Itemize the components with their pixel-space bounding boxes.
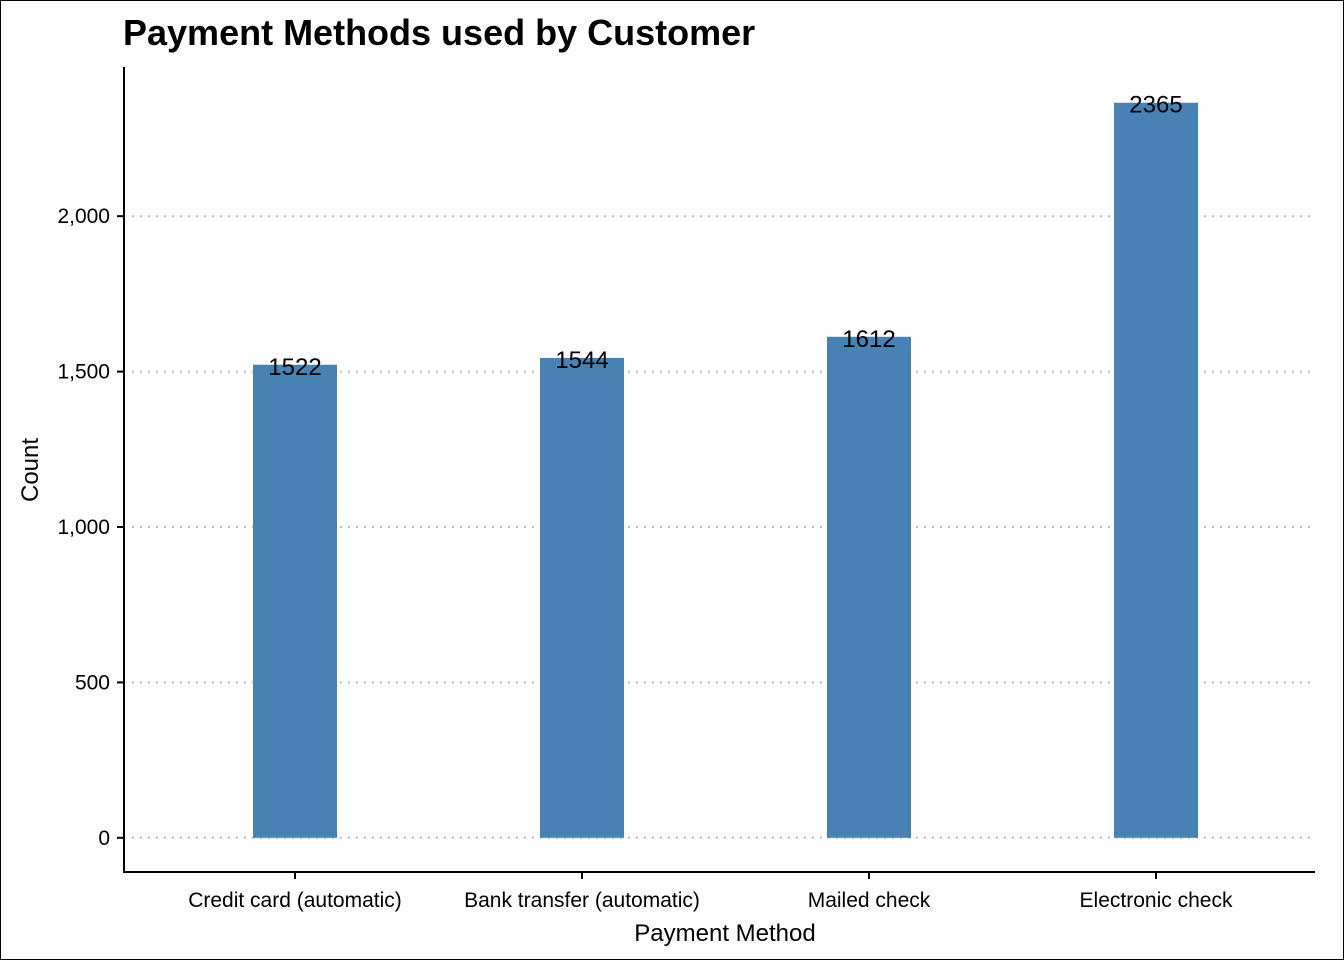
x-tick-label: Mailed check <box>808 889 931 912</box>
bar-value-label: 1612 <box>842 326 895 353</box>
bar <box>540 357 624 838</box>
bar-value-label: 1544 <box>555 347 608 374</box>
data-labels: 1522 1544 1612 2365 <box>268 92 1182 381</box>
x-tick-label: Credit card (automatic) <box>188 889 402 912</box>
y-tick-label: 2,000 <box>57 205 110 228</box>
y-tick-label: 1,500 <box>57 361 110 384</box>
bar <box>1114 102 1198 838</box>
bar <box>827 336 911 838</box>
bar-value-label: 1522 <box>268 354 321 381</box>
bar <box>253 364 337 838</box>
chart-title: Payment Methods used by Customer <box>123 12 755 53</box>
y-axis-label: Count <box>17 438 44 502</box>
y-tick-label: 500 <box>75 671 110 694</box>
y-tick-label: 1,000 <box>57 516 110 539</box>
x-axis-label: Payment Method <box>634 920 815 947</box>
x-tick-label: Electronic check <box>1080 889 1233 912</box>
x-axis-ticks: Credit card (automatic) Bank transfer (au… <box>188 872 1233 912</box>
bar-value-label: 2365 <box>1129 92 1182 119</box>
y-tick-label: 0 <box>98 827 110 850</box>
y-axis-ticks: 0 500 1,000 1,500 2,000 <box>57 205 124 850</box>
bars <box>253 102 1198 838</box>
x-tick-label: Bank transfer (automatic) <box>464 889 700 912</box>
